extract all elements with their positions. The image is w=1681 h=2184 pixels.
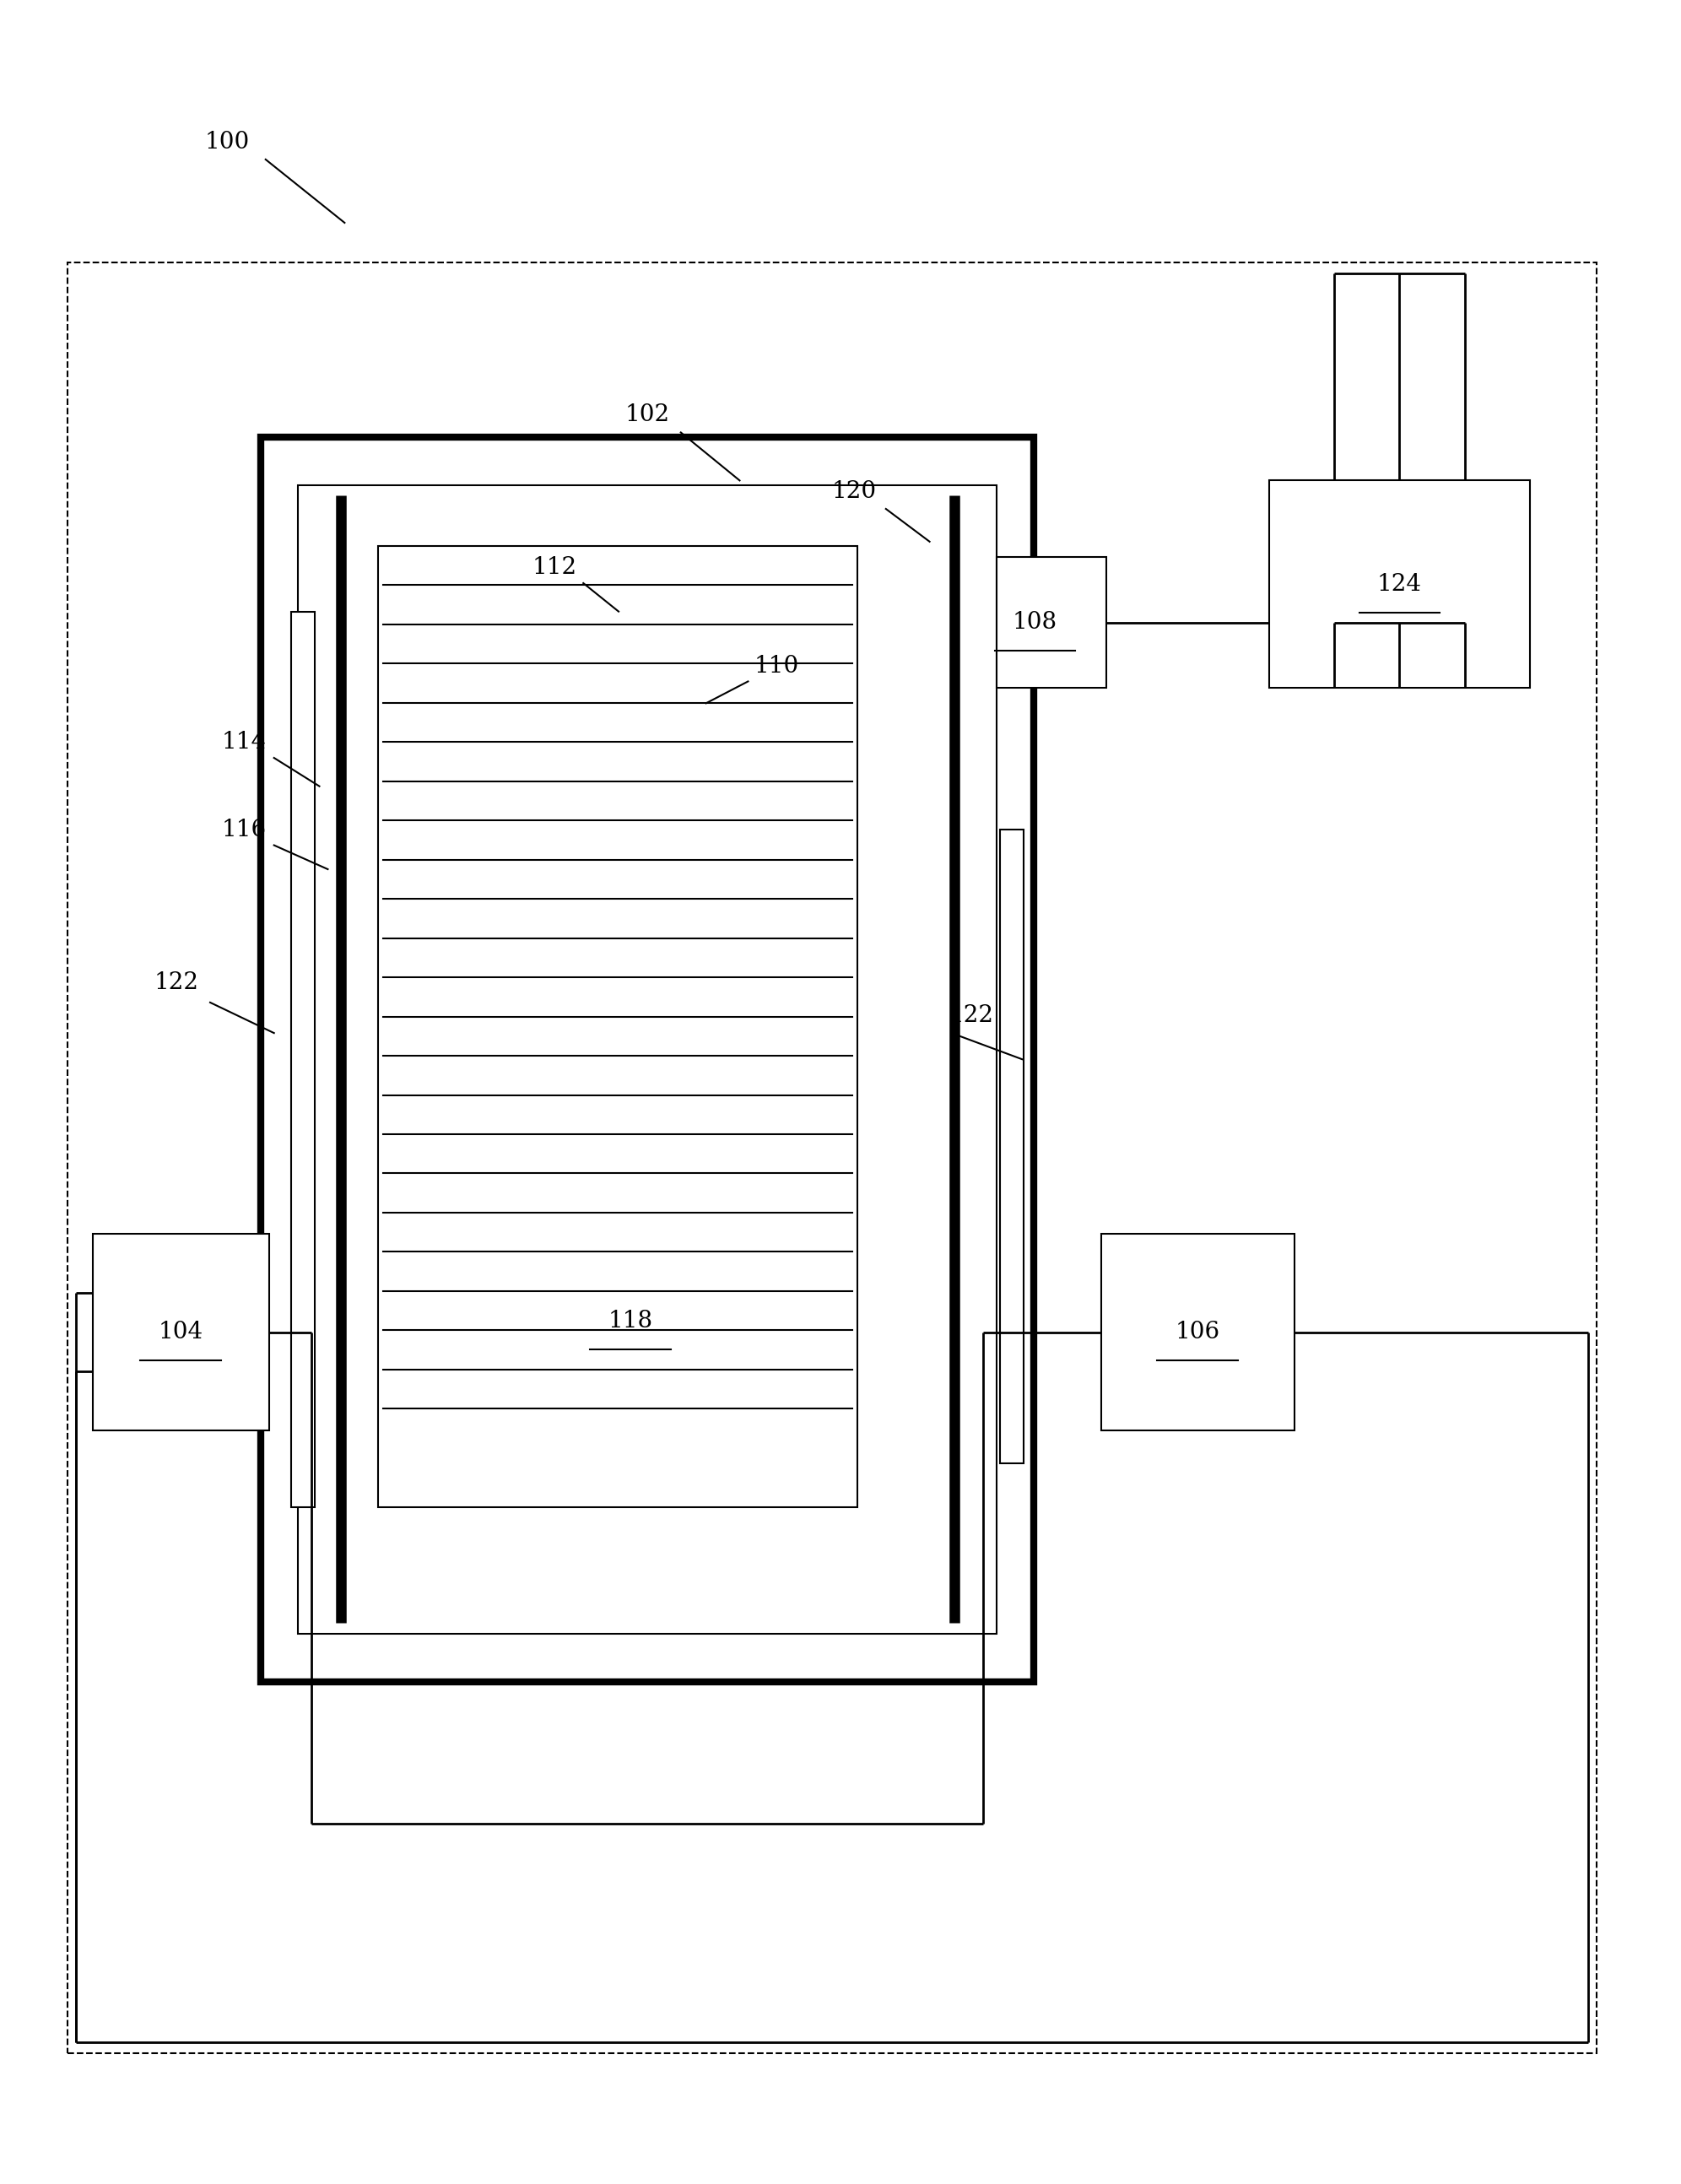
Text: 116: 116	[222, 819, 266, 841]
Text: 124: 124	[1377, 572, 1422, 596]
Text: 104: 104	[158, 1321, 203, 1343]
Text: 110: 110	[755, 655, 798, 677]
Text: 102: 102	[625, 404, 669, 426]
Bar	[1269, 480, 1530, 688]
Bar	[378, 546, 857, 1507]
Text: 114: 114	[222, 732, 266, 753]
Bar	[92, 1234, 269, 1431]
Bar	[291, 612, 314, 1507]
Text: 122: 122	[155, 972, 198, 994]
Text: 118: 118	[609, 1310, 652, 1332]
Bar	[1101, 1234, 1294, 1431]
Text: 106: 106	[1175, 1321, 1220, 1343]
Bar	[1000, 830, 1024, 1463]
Bar	[298, 485, 997, 1634]
Bar	[67, 262, 1597, 2053]
Text: 108: 108	[1012, 612, 1057, 633]
Text: 120: 120	[832, 480, 876, 502]
Text: 122: 122	[950, 1005, 993, 1026]
Bar	[997, 557, 1106, 688]
Text: 112: 112	[533, 557, 577, 579]
Bar	[261, 437, 1034, 1682]
Text: 100: 100	[205, 131, 249, 153]
